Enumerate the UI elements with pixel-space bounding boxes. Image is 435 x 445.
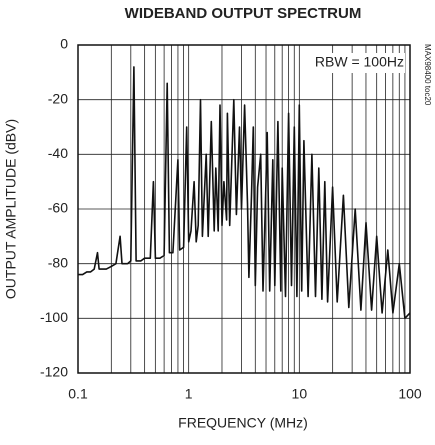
x-axis-label: FREQUENCY (MHz) xyxy=(178,415,308,431)
y-tick-label: -60 xyxy=(48,200,68,216)
x-tick-label: 1 xyxy=(185,386,193,402)
y-tick-label: -40 xyxy=(48,145,68,161)
y-tick-label: -120 xyxy=(40,364,68,380)
y-axis-label: OUTPUT AMPLITUDE (dBV) xyxy=(3,119,19,299)
y-tick-label: 0 xyxy=(60,36,68,52)
annotation-bg xyxy=(308,53,405,73)
plot-frame xyxy=(77,44,411,374)
side-note: MAX98400 toc20 xyxy=(423,44,432,106)
x-tick-label: 100 xyxy=(398,386,422,402)
x-tick-label: 10 xyxy=(292,386,308,402)
y-tick-label: -80 xyxy=(48,254,68,270)
chart-title: WIDEBAND OUTPUT SPECTRUM xyxy=(125,5,362,22)
annotation: RBW = 100Hz xyxy=(315,54,404,70)
x-tick-label: 0.1 xyxy=(68,386,88,402)
spectrum-line xyxy=(78,66,411,320)
y-tick-label: -100 xyxy=(40,309,68,325)
y-tick-label: -20 xyxy=(48,90,68,106)
